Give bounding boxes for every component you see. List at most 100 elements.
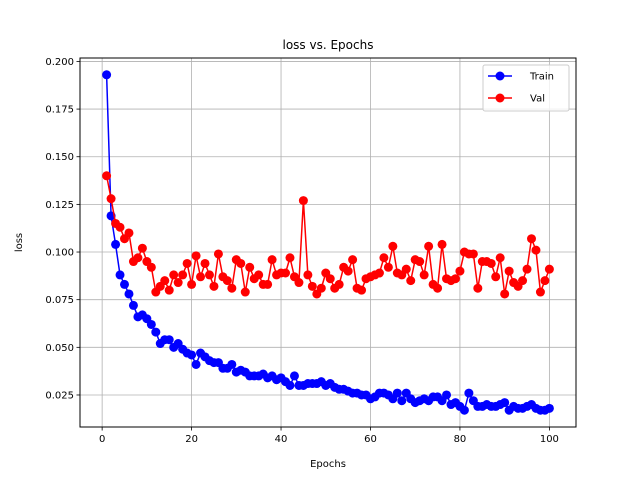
data-point-val: [388, 241, 398, 251]
data-point-val: [263, 279, 273, 289]
data-point-val: [209, 281, 219, 291]
legend-val-marker: [495, 93, 505, 103]
y-axis-ticks: 0.025 0.050 0.075 0.100 0.125 0.150 0.175 0.200: [45, 57, 80, 401]
y-tick-label: 0.050: [45, 343, 74, 354]
y-tick-label: 0.200: [45, 57, 74, 68]
data-point-train: [128, 300, 138, 310]
data-point-val: [374, 268, 384, 278]
data-point-val: [406, 276, 416, 286]
data-point-val: [124, 228, 134, 238]
data-point-val: [455, 266, 465, 276]
data-point-val: [504, 266, 514, 276]
data-point-val: [102, 171, 112, 181]
data-point-val: [491, 272, 501, 282]
data-point-train: [227, 359, 237, 369]
data-point-val: [303, 270, 313, 280]
data-point-val: [535, 287, 545, 297]
plot-area: [80, 58, 576, 427]
data-point-train: [442, 390, 452, 400]
y-tick-label: 0.075: [45, 295, 74, 306]
data-point-val: [160, 276, 170, 286]
x-axis-ticks: 0 20 40 60 80 100: [99, 427, 559, 445]
data-point-val: [227, 283, 237, 293]
data-point-val: [419, 270, 429, 280]
data-point-val: [173, 278, 183, 288]
data-point-val: [544, 264, 554, 274]
data-point-train: [459, 405, 469, 415]
data-point-val: [133, 253, 143, 263]
data-point-val: [500, 289, 510, 299]
data-point-val: [415, 257, 425, 267]
data-point-val: [245, 262, 255, 272]
data-point-train: [500, 398, 510, 408]
data-point-val: [401, 264, 411, 274]
data-point-val: [213, 249, 223, 259]
x-tick-label: 20: [185, 434, 198, 445]
data-point-val: [281, 268, 291, 278]
data-point-val: [473, 283, 483, 293]
data-point-train: [115, 270, 125, 280]
legend: Train Val: [482, 64, 570, 112]
y-tick-label: 0.025: [45, 390, 74, 401]
data-point-train: [464, 388, 474, 398]
data-point-train: [392, 388, 402, 398]
y-axis-label: loss: [14, 233, 25, 252]
data-point-train: [397, 396, 407, 406]
data-point-val: [540, 276, 550, 286]
data-point-train: [289, 371, 299, 381]
data-point-val: [115, 222, 125, 232]
data-point-val: [468, 249, 478, 259]
x-tick-label: 100: [540, 434, 559, 445]
data-point-train: [151, 327, 161, 337]
legend-train-marker: [495, 71, 505, 81]
data-point-val: [298, 196, 308, 206]
data-point-train: [164, 335, 174, 345]
data-point-train: [111, 239, 121, 249]
data-point-train: [146, 319, 156, 329]
series-val: [102, 171, 554, 299]
data-point-val: [222, 276, 232, 286]
data-point-val: [182, 258, 192, 268]
data-point-val: [307, 281, 317, 291]
x-tick-label: 40: [275, 434, 288, 445]
data-point-val: [450, 274, 460, 284]
legend-val-label: Val: [530, 94, 545, 105]
x-tick-label: 0: [99, 434, 105, 445]
data-point-train: [124, 289, 134, 299]
data-point-val: [316, 283, 326, 293]
series-train: [102, 70, 554, 415]
data-point-train: [102, 70, 112, 80]
data-point-val: [169, 270, 179, 280]
axes-frame: [79, 57, 577, 428]
data-point-train: [544, 403, 554, 413]
data-point-val: [240, 287, 250, 297]
data-point-val: [357, 285, 367, 295]
data-point-train: [191, 359, 201, 369]
data-point-val: [196, 272, 206, 282]
data-point-val: [254, 270, 264, 280]
data-point-val: [137, 243, 147, 253]
data-point-train: [120, 279, 129, 289]
data-point-val: [522, 264, 532, 274]
x-axis-label: Epochs: [310, 459, 346, 470]
data-point-val: [187, 279, 197, 289]
data-point-val: [178, 270, 188, 280]
data-point-val: [285, 253, 295, 263]
data-point-val: [236, 258, 246, 268]
data-point-val: [527, 234, 536, 244]
data-point-val: [433, 283, 443, 293]
y-tick-label: 0.100: [45, 248, 74, 259]
data-point-val: [267, 255, 277, 265]
data-point-train: [187, 350, 197, 360]
data-point-val: [343, 266, 353, 276]
data-point-val: [383, 262, 393, 272]
x-tick-label: 60: [364, 434, 377, 445]
data-point-val: [424, 241, 434, 251]
data-point-val: [200, 258, 210, 268]
data-point-train: [285, 380, 295, 390]
data-point-val: [348, 255, 358, 265]
chart-title: loss vs. Epochs: [283, 38, 374, 52]
data-point-val: [204, 270, 214, 280]
data-point-val: [531, 245, 541, 255]
data-point-val: [518, 276, 528, 286]
